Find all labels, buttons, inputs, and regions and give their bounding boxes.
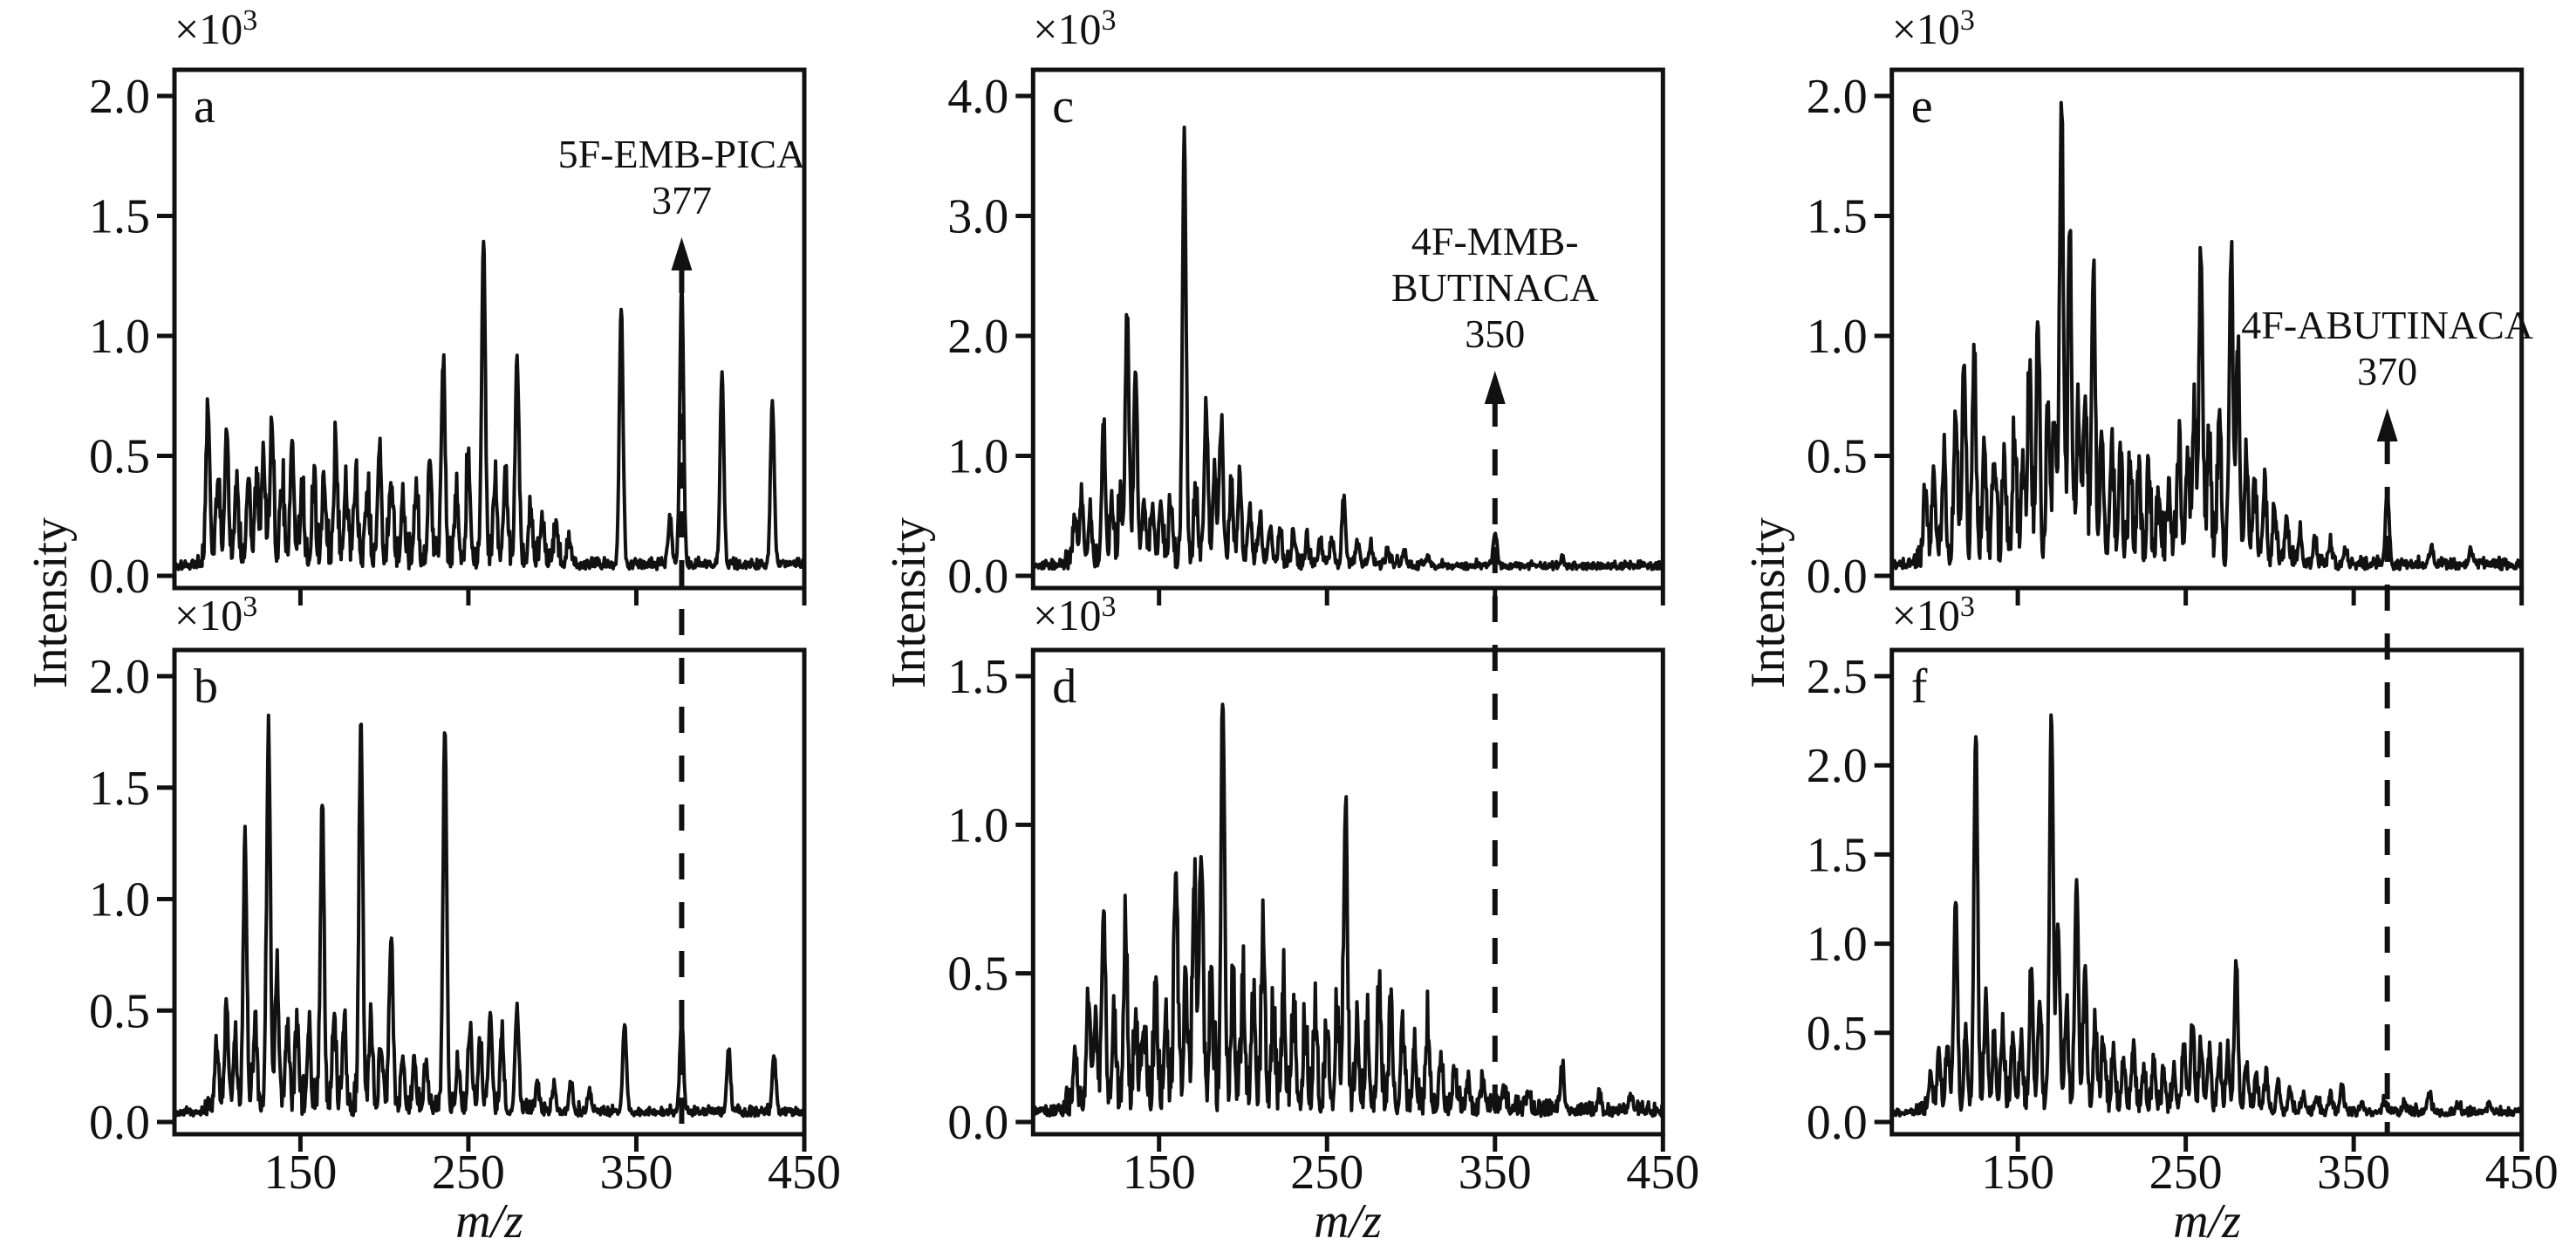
- arrow-up-icon: [671, 237, 693, 270]
- panel-a-trace: [173, 239, 806, 571]
- panel-e: 0.0 0.5 1.0 1.5 2.0 ×103 e: [1807, 4, 2525, 605]
- scale-label: ×103: [1892, 4, 1975, 53]
- x-axis-label: m/z: [1314, 1194, 1382, 1249]
- panel-a: 0.0 0.5 1.0 1.5 2.0 ×103 a: [89, 4, 807, 605]
- annotation-text: 5F-EMB-PICA: [558, 132, 806, 176]
- panel-c-frame: [1030, 67, 1665, 591]
- y-tick-label: 1.0: [1807, 918, 1868, 972]
- y-tick-label: 0.5: [1807, 1007, 1868, 1061]
- y-tick-label: 1.0: [89, 310, 150, 364]
- scale-label: ×103: [1033, 591, 1116, 640]
- arrow-up-icon: [2376, 408, 2398, 441]
- panel-letter-b: b: [194, 660, 218, 714]
- y-tick-label: 0.0: [1807, 1096, 1868, 1150]
- y-tick-label: 1.0: [947, 798, 1008, 852]
- x-tick-label: 150: [1981, 1146, 2054, 1200]
- x-tick-label: 450: [2485, 1146, 2559, 1200]
- y-tick-label: 0.0: [1807, 550, 1868, 604]
- panel-a-frame: [172, 67, 807, 591]
- spectra-column-3: 0.0 0.5 1.0 1.5 2.0 ×103 e 0.0 0.5 1.0 1.5 2.0 2.5 15…: [1807, 4, 2559, 1200]
- x-tick-label: 150: [1123, 1146, 1196, 1200]
- annotation-text: BUTINACA: [1391, 265, 1599, 310]
- panel-letter-d: d: [1052, 660, 1076, 714]
- y-tick-label: 1.0: [947, 430, 1008, 484]
- panel-letter-f: f: [1911, 660, 1928, 714]
- y-tick-label: 2.0: [89, 650, 150, 704]
- y-tick-label: 4.0: [947, 70, 1008, 124]
- y-tick-label: 0.5: [1807, 430, 1868, 484]
- panel-letter-e: e: [1911, 79, 1933, 133]
- spectra-column-2: 0.0 1.0 2.0 3.0 4.0 ×103 c 0.0 0.5 1.0 1.5 150 250 35…: [947, 4, 1699, 1200]
- y-tick-label: 0.5: [947, 948, 1008, 1002]
- y-tick-label: 3.0: [947, 190, 1008, 244]
- y-tick-label: 2.0: [947, 310, 1008, 364]
- scale-label: ×103: [174, 4, 257, 53]
- panel-f-frame: [1889, 647, 2525, 1137]
- y-tick-label: 0.0: [89, 550, 150, 604]
- panel-f: 0.0 0.5 1.0 1.5 2.0 2.5 150 250 350 450 ×103 f: [1807, 591, 2559, 1200]
- x-tick-label: 350: [599, 1146, 673, 1200]
- y-tick-label: 1.5: [947, 650, 1008, 704]
- y-tick-label: 2.0: [1807, 739, 1868, 793]
- y-tick-label: 2.0: [89, 70, 150, 124]
- panel-letter-c: c: [1052, 79, 1074, 133]
- y-tick-label: 2.0: [1807, 70, 1868, 124]
- panel-e-frame: [1889, 67, 2525, 591]
- y-tick-label: 1.0: [89, 873, 150, 927]
- panel-d: 0.0 0.5 1.0 1.5 150 250 350 450 ×103 d: [947, 591, 1699, 1200]
- x-tick-label: 250: [432, 1146, 505, 1200]
- y-tick-label: 0.0: [947, 550, 1008, 604]
- annotation-text: 377: [652, 178, 712, 222]
- y-tick-label: 0.5: [89, 984, 150, 1038]
- annotation-text: 370: [2357, 349, 2417, 393]
- x-tick-label: 450: [1626, 1146, 1699, 1200]
- panel-b: 0.0 0.5 1.0 1.5 2.0 150 250 350 450 ×103 b: [89, 591, 841, 1200]
- y-tick-label: 0.0: [89, 1096, 150, 1150]
- panel-c-trace: [1031, 125, 1664, 571]
- panel-d-frame: [1030, 647, 1665, 1137]
- y-tick-label: 0.5: [89, 430, 150, 484]
- panel-b-trace: [173, 713, 806, 1119]
- x-tick-label: 350: [1459, 1146, 1532, 1200]
- y-tick-label: 1.5: [1807, 190, 1868, 244]
- annotation-text: 350: [1465, 311, 1525, 356]
- y-axis-label: Intensity: [24, 517, 78, 688]
- annotation-text: 4F-MMB-: [1411, 219, 1579, 263]
- panel-b-frame: [172, 647, 807, 1137]
- x-tick-label: 250: [1290, 1146, 1363, 1200]
- panel-letter-a: a: [194, 79, 215, 133]
- annotation-text: 4F-ABUTINACA: [2241, 303, 2533, 347]
- y-tick-label: 0.0: [947, 1096, 1008, 1150]
- x-tick-label: 250: [2149, 1146, 2223, 1200]
- scale-label: ×103: [1033, 4, 1116, 53]
- y-tick-label: 1.0: [1807, 310, 1868, 364]
- panel-d-trace: [1031, 702, 1664, 1119]
- y-tick-label: 1.5: [1807, 828, 1868, 882]
- panel-e-trace: [1890, 100, 2524, 571]
- spectra-column-1: 0.0 0.5 1.0 1.5 2.0 ×103 a 0.0 0.5 1.0 1.5 2.0 150 25…: [89, 4, 841, 1200]
- y-axis-label: Intensity: [882, 517, 936, 688]
- scale-label: ×103: [174, 591, 257, 640]
- y-axis-label: Intensity: [1741, 517, 1795, 688]
- panel-c: 0.0 1.0 2.0 3.0 4.0 ×103 c: [947, 4, 1665, 605]
- x-tick-label: 350: [2317, 1146, 2390, 1200]
- x-axis-label: m/z: [455, 1194, 523, 1249]
- panel-f-trace: [1889, 713, 2524, 1119]
- y-tick-label: 1.5: [89, 762, 150, 816]
- y-tick-label: 2.5: [1807, 650, 1868, 704]
- x-tick-label: 450: [768, 1146, 841, 1200]
- x-axis-label: m/z: [2173, 1194, 2241, 1249]
- x-tick-label: 150: [263, 1146, 337, 1200]
- y-tick-label: 1.5: [89, 190, 150, 244]
- arrow-up-icon: [1484, 371, 1506, 404]
- scale-label: ×103: [1892, 591, 1975, 640]
